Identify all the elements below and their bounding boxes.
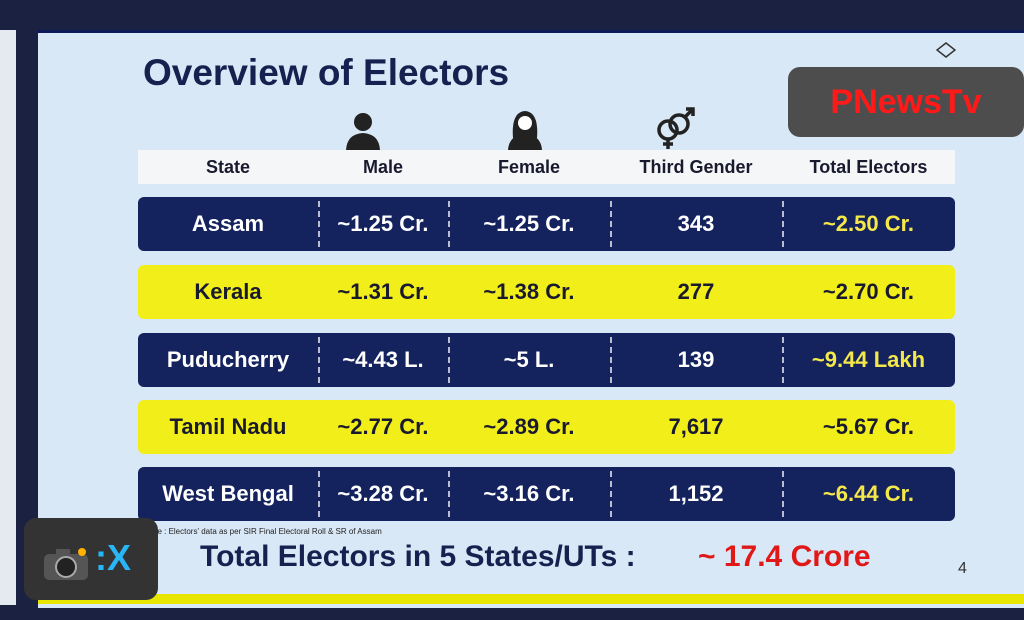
- cell-separator: [610, 337, 612, 383]
- cell-separator: [782, 471, 784, 517]
- cell-separator: [782, 337, 784, 383]
- table-cell: ~1.31 Cr.: [337, 279, 429, 304]
- table-row: West Bengal ~3.28 Cr. ~3.16 Cr. 1,152 ~6.44 …: [138, 467, 955, 521]
- table-row: Tamil Nadu ~2.77 Cr. ~2.89 Cr. 7,617 ~5.67 C…: [138, 400, 955, 454]
- side-panel: [0, 30, 16, 605]
- watermark: PNewsTv: [788, 67, 1024, 137]
- total-value: ~ 17.4 Crore: [698, 540, 871, 573]
- cell-separator: [448, 471, 450, 517]
- male-icon: [346, 113, 380, 150]
- logo: [936, 42, 956, 58]
- table-cell: ~4.43 L.: [342, 347, 424, 372]
- header-cell: Male: [362, 156, 404, 177]
- table-cell: ~6.44 Cr.: [822, 481, 915, 506]
- table-cell: Kerala: [194, 279, 262, 304]
- table-row: Kerala ~1.31 Cr. ~1.38 Cr. 277 ~2.70 Cr.: [138, 265, 955, 319]
- camera-icon: [44, 548, 88, 580]
- accent-strip: [38, 594, 1024, 604]
- badge-text: :X: [95, 537, 131, 578]
- cell-separator: [610, 201, 612, 247]
- table-row: Assam ~1.25 Cr. ~1.25 Cr. 343 ~2.50 Cr.: [138, 197, 955, 251]
- table-cell: ~2.50 Cr.: [822, 211, 915, 236]
- total-label: Total Electors in 5 States/UTs :: [200, 540, 636, 573]
- table-cell: ~5.67 Cr.: [822, 414, 915, 439]
- cell-separator: [610, 471, 612, 517]
- header-cell: Female: [497, 156, 561, 177]
- cell-separator: [318, 337, 320, 383]
- table-cell: Assam: [191, 211, 265, 236]
- note: Note : Electors' data as per SIR Final E…: [145, 527, 382, 536]
- table-cell: ~1.38 Cr.: [483, 279, 575, 304]
- table-cell: 343: [677, 211, 715, 236]
- header-cell: Total Electors: [809, 156, 928, 177]
- header-cell: State: [205, 156, 250, 177]
- table-cell: 7,617: [668, 414, 724, 439]
- table-cell: ~9.44 Lakh: [811, 347, 926, 372]
- header-cell: Third Gender: [639, 156, 753, 177]
- table-cell: Puducherry: [166, 347, 290, 372]
- title: Overview of Electors: [143, 52, 510, 93]
- table-cell: 277: [677, 279, 715, 304]
- cell-separator: [318, 201, 320, 247]
- table-row: Puducherry ~4.43 L. ~5 L. 139 ~9.44 Lakh: [138, 333, 955, 387]
- table-cell: Tamil Nadu: [169, 414, 287, 439]
- table-cell: West Bengal: [162, 481, 294, 506]
- table-cell: ~2.70 Cr.: [822, 279, 915, 304]
- table-header: State Male Female Third Gender Total Elector…: [138, 150, 955, 184]
- table-cell: ~1.25 Cr.: [337, 211, 429, 236]
- table-cell: ~5 L.: [503, 347, 555, 372]
- table-cell: ~2.77 Cr.: [337, 414, 429, 439]
- table-cell: 139: [677, 347, 715, 372]
- gender-icon: [657, 107, 695, 149]
- page-number: 4: [958, 560, 967, 577]
- cell-separator: [318, 471, 320, 517]
- table-cell: ~3.28 Cr.: [337, 481, 429, 506]
- female-icon: [508, 111, 542, 150]
- cell-separator: [782, 201, 784, 247]
- table-cell: ~1.25 Cr.: [483, 211, 575, 236]
- cell-separator: [448, 337, 450, 383]
- table-cell: 1,152: [668, 481, 724, 506]
- table-cell: ~3.16 Cr.: [483, 481, 575, 506]
- table-cell: ~2.89 Cr.: [483, 414, 575, 439]
- cell-separator: [448, 201, 450, 247]
